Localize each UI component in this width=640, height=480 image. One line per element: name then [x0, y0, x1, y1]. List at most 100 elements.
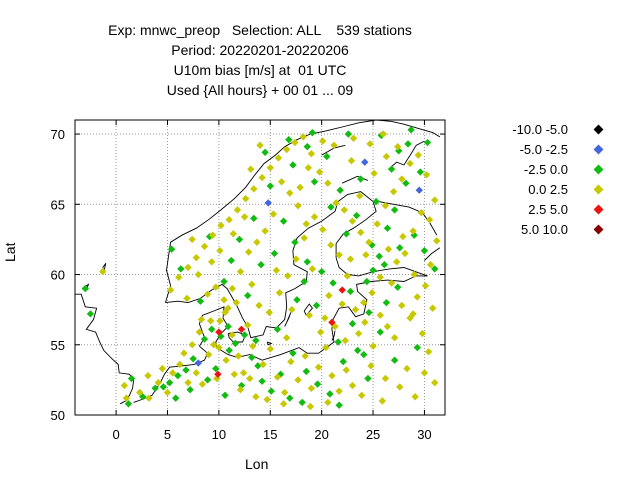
- station-point: [292, 255, 300, 263]
- station-point: [166, 286, 175, 294]
- station-point: [174, 371, 182, 380]
- station-point: [267, 387, 275, 395]
- station-point: [378, 397, 387, 405]
- station-point: [240, 331, 249, 339]
- y-axis-label: Lat: [2, 242, 18, 262]
- x-tick-label: 10: [212, 427, 226, 442]
- station-point: [376, 328, 384, 336]
- station-point: [209, 231, 217, 239]
- station-point: [310, 178, 319, 186]
- station-point: [369, 342, 377, 350]
- x-tick-label: 15: [263, 427, 277, 442]
- station-point: [393, 258, 401, 266]
- coastline-segment: [331, 330, 336, 341]
- station-point: [417, 209, 426, 217]
- x-tick-label: 5: [164, 427, 171, 442]
- station-point: [421, 282, 430, 290]
- station-point: [194, 270, 202, 279]
- station-point: [291, 138, 299, 147]
- station-point: [381, 202, 390, 210]
- coastline-segment: [227, 331, 247, 343]
- station-point: [248, 353, 256, 362]
- station-point: [364, 374, 372, 383]
- station-point: [356, 192, 364, 200]
- station-point: [279, 217, 288, 225]
- station-point: [431, 265, 439, 273]
- x-tick-label: 30: [417, 427, 431, 442]
- station-point: [365, 308, 373, 317]
- station-point: [256, 141, 264, 149]
- station-point: [423, 138, 432, 147]
- station-point: [270, 249, 279, 258]
- station-point: [302, 220, 310, 228]
- station-point: [215, 343, 223, 352]
- station-point: [163, 388, 172, 397]
- station-point: [410, 270, 418, 279]
- title-line-hours: Used {All hours} + 00 01 ... 09: [166, 82, 354, 98]
- x-tick-label: 0: [112, 427, 119, 442]
- station-point: [314, 363, 323, 371]
- legend-entry: 0.0 2.5: [470, 180, 630, 200]
- station-point: [250, 185, 258, 193]
- station-point: [415, 186, 423, 194]
- station-point: [283, 334, 291, 342]
- legend-swatch: [593, 224, 604, 235]
- station-point: [413, 293, 421, 301]
- station-point: [352, 211, 361, 220]
- station-point: [328, 372, 336, 380]
- station-point: [175, 273, 183, 282]
- coastline-segment: [284, 312, 292, 327]
- station-point: [248, 280, 256, 289]
- y-tick-label: 50: [51, 408, 65, 423]
- coastline-segment: [151, 345, 209, 396]
- station-point: [293, 296, 301, 304]
- station-point: [339, 357, 347, 366]
- station-point: [203, 376, 212, 384]
- coastline-segment: [216, 275, 428, 361]
- legend-swatch: [593, 144, 604, 155]
- station-point: [158, 364, 167, 373]
- station-point: [300, 277, 308, 286]
- station-point: [216, 246, 224, 255]
- station-point: [330, 141, 338, 149]
- station-point: [86, 310, 95, 318]
- coastline-segment: [165, 191, 428, 339]
- station-point: [310, 213, 319, 221]
- x-axis-label: Lon: [245, 456, 269, 472]
- station-point: [414, 151, 422, 159]
- coastline-segment: [342, 175, 369, 184]
- coastline-segment: [164, 120, 441, 303]
- station-point: [325, 291, 333, 300]
- station-point: [387, 165, 396, 173]
- station-point: [382, 152, 391, 161]
- station-point: [360, 298, 368, 307]
- station-point: [404, 140, 412, 148]
- axis-ticks: 0 5 10 15 20 25 30 50 55 60 65 70: [51, 120, 445, 442]
- station-point: [420, 369, 429, 377]
- station-point: [261, 148, 269, 157]
- legend-swatch: [593, 164, 604, 175]
- station-point: [212, 364, 220, 373]
- station-point: [332, 199, 340, 207]
- station-point: [274, 154, 283, 162]
- station-point: [406, 159, 414, 168]
- station-point: [363, 277, 371, 286]
- station-point: [222, 356, 230, 364]
- station-point: [336, 186, 344, 194]
- station-point: [340, 206, 348, 214]
- station-point: [313, 380, 322, 388]
- station-point: [368, 289, 376, 297]
- station-point: [188, 341, 196, 349]
- station-point: [327, 203, 335, 211]
- station-point: [159, 383, 168, 391]
- coastline-segment: [378, 201, 438, 236]
- station-point: [204, 350, 213, 359]
- station-point: [258, 173, 266, 182]
- station-point: [327, 241, 335, 249]
- station-point: [307, 384, 316, 392]
- station-point: [384, 245, 393, 253]
- station-point: [273, 373, 282, 381]
- station-point: [411, 393, 419, 401]
- station-point: [165, 378, 174, 387]
- station-point: [225, 216, 233, 224]
